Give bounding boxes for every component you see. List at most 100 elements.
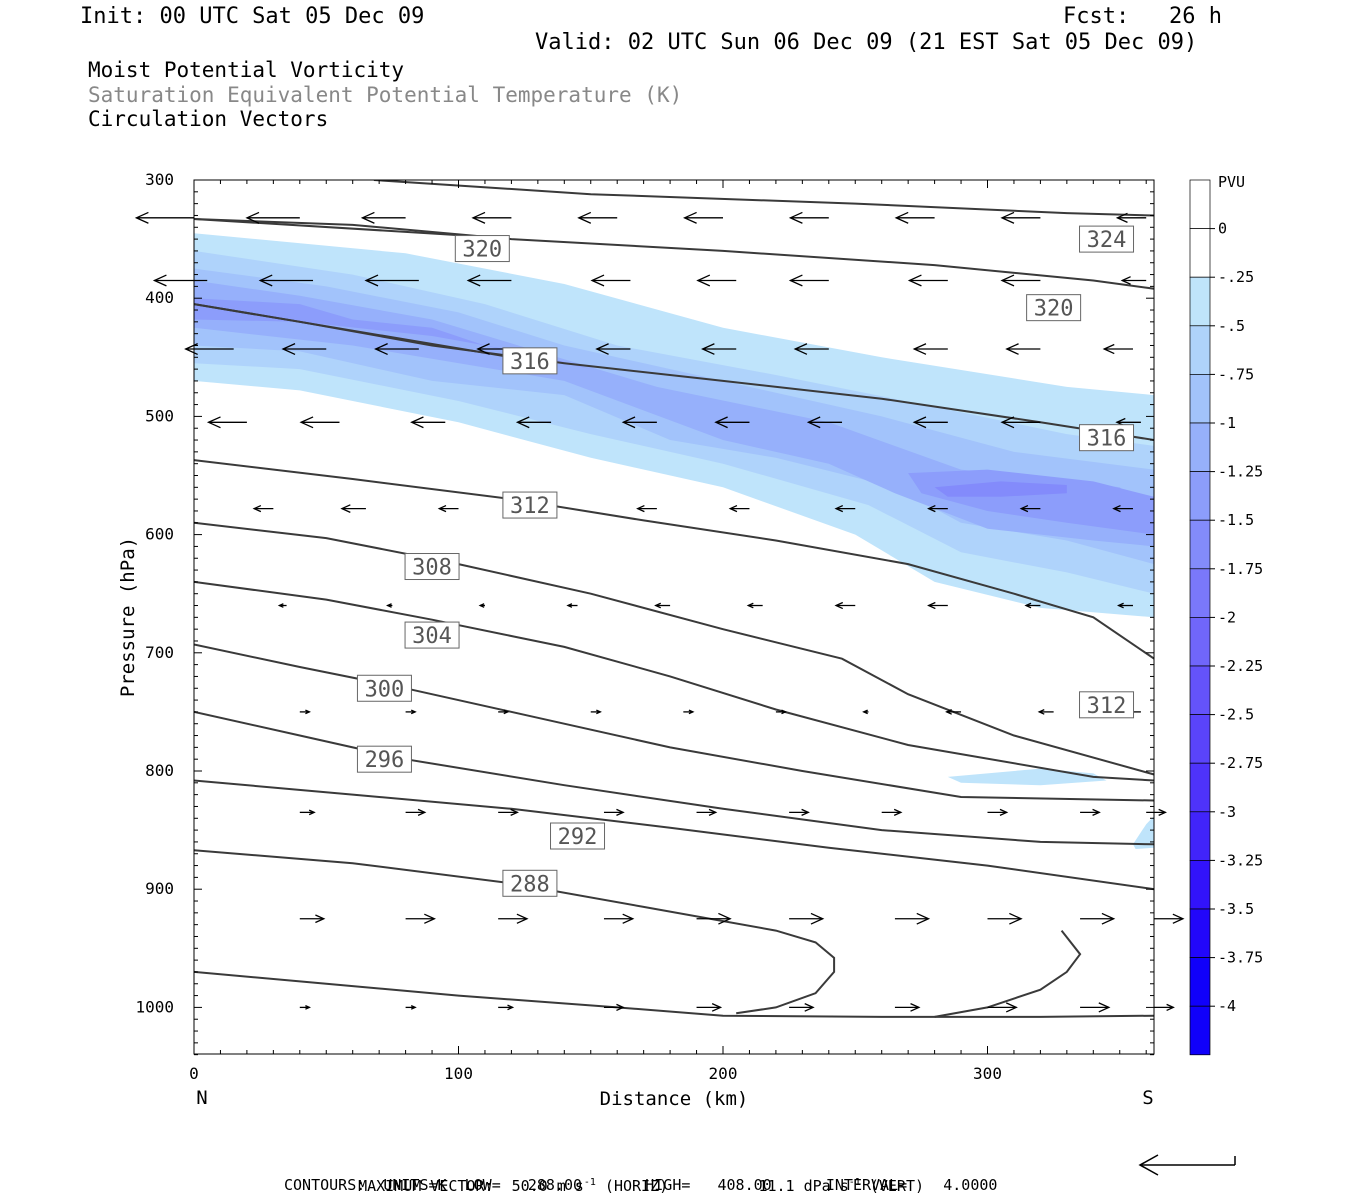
init-time: Init: 00 UTC Sat 05 Dec 09 <box>80 4 425 29</box>
vector-head <box>410 709 417 715</box>
vector-head <box>245 211 260 224</box>
circulation-vector <box>405 913 436 924</box>
contour-info-line: CONTOURS: UNITS=K LOW= 288.00 HIGH= 408.… <box>284 1176 998 1194</box>
contour-label-324: 324 <box>1079 225 1135 253</box>
vector-head <box>1158 808 1167 816</box>
vector-head <box>945 709 952 715</box>
circulation-vector <box>590 709 602 715</box>
vector-head <box>299 416 314 429</box>
circulation-vector <box>299 1005 311 1010</box>
colorbar-label: -.5 <box>1218 317 1245 335</box>
circulation-vector <box>437 504 459 513</box>
circulation-vector <box>478 603 485 608</box>
vector-head <box>360 211 375 224</box>
circulation-vector <box>206 416 247 429</box>
contour-label-text: 324 <box>1087 228 1127 253</box>
circulation-vector <box>1146 808 1167 816</box>
circulation-vector <box>1037 709 1054 715</box>
colorbar-label: -3.75 <box>1218 949 1263 967</box>
vector-head <box>476 343 490 355</box>
contour-label-292: 292 <box>550 822 606 850</box>
contour-label-text: 320 <box>462 238 502 263</box>
circulation-vector <box>788 211 829 224</box>
vector-head <box>515 416 530 429</box>
vector-head <box>804 1003 815 1012</box>
circulation-vector <box>696 808 718 816</box>
colorbar-label: -2.25 <box>1218 657 1263 675</box>
vector-head <box>696 274 711 287</box>
contour-label-text: 296 <box>365 748 405 773</box>
colorbar-box <box>1189 519 1211 570</box>
contour-label-text: 300 <box>365 677 405 702</box>
circulation-vector <box>987 1002 1018 1013</box>
circulation-vector <box>252 504 274 513</box>
colorbar-label: -.25 <box>1218 268 1254 286</box>
field-title-theta-es: Saturation Equivalent Potential Temperat… <box>88 83 683 107</box>
circulation-vector <box>134 211 194 224</box>
vector-head <box>621 416 636 429</box>
vector-head <box>701 343 715 355</box>
theta-es-contour-316 <box>194 303 512 359</box>
vector-head <box>1166 1003 1175 1012</box>
colorbar-label: -2.5 <box>1218 706 1254 724</box>
contour-label-312: 312 <box>502 491 558 519</box>
contour-label-box <box>502 869 558 897</box>
vector-head <box>340 504 351 513</box>
circulation-vector <box>340 504 366 513</box>
vector-head <box>1092 808 1101 816</box>
circulation-vector <box>788 274 829 287</box>
circulation-vector <box>683 211 723 224</box>
horiz-tag: (HORIZ) <box>595 1177 669 1195</box>
vector-head <box>1019 504 1029 513</box>
colorbar-box <box>1189 665 1211 715</box>
contour-label-box <box>454 235 510 263</box>
vector-head <box>1112 504 1121 513</box>
circulation-vector <box>577 211 618 224</box>
colorbar-box <box>1189 957 1211 1007</box>
circulation-vector <box>1024 602 1041 609</box>
vector-head <box>1005 343 1019 355</box>
vector-head <box>718 912 732 925</box>
contour-label-box <box>404 621 460 649</box>
circulation-vector <box>1005 343 1041 355</box>
theta-es-contour-312 <box>194 459 1154 660</box>
x-tick-label: 0 <box>189 1064 199 1083</box>
circulation-vector <box>1120 276 1147 285</box>
vector-head <box>1005 1002 1018 1013</box>
vector-head <box>510 808 519 816</box>
vector-head <box>1116 602 1124 609</box>
circulation-vector <box>299 709 311 715</box>
vector-head <box>714 416 728 429</box>
circulation-vector <box>907 274 948 287</box>
vector-head <box>364 274 379 287</box>
vector-head <box>374 343 388 356</box>
vector-head <box>1024 602 1032 609</box>
max-vector-label: MAXIMUM VECTOR: <box>358 1177 494 1195</box>
vector-head <box>385 603 392 608</box>
vector-head <box>471 211 486 224</box>
contour-label-box <box>502 347 558 375</box>
circulation-vector <box>862 709 869 715</box>
contour-label-text: 320 <box>1034 297 1074 322</box>
vector-head <box>1172 913 1185 924</box>
contour-label-box <box>550 822 606 850</box>
contour-label-text: 292 <box>558 825 598 850</box>
vector-head <box>810 912 825 925</box>
vector-head <box>834 601 844 610</box>
horiz-max: 50.0 m s <box>511 1177 584 1195</box>
circulation-vector <box>789 912 825 925</box>
vert-tag: (VERT) <box>860 1177 925 1195</box>
contour-label-320: 320 <box>454 235 510 263</box>
mpv-shade-region <box>194 298 591 370</box>
colorbar-box <box>1189 568 1211 618</box>
contour-label-box <box>1079 225 1135 253</box>
y-tick-label: 900 <box>145 879 174 898</box>
horiz-unit-exp: -1 <box>583 1177 596 1188</box>
circulation-vector <box>1080 1002 1111 1013</box>
contour-label-308: 308 <box>404 553 460 581</box>
mpv-shading-layer <box>194 233 1154 849</box>
circulation-vector <box>894 1003 921 1012</box>
contour-label-layer: 324 320 320 316 316 312 312 308 304 300 296 292 288 <box>356 225 1135 897</box>
mpv-shade-region <box>934 481 1067 497</box>
